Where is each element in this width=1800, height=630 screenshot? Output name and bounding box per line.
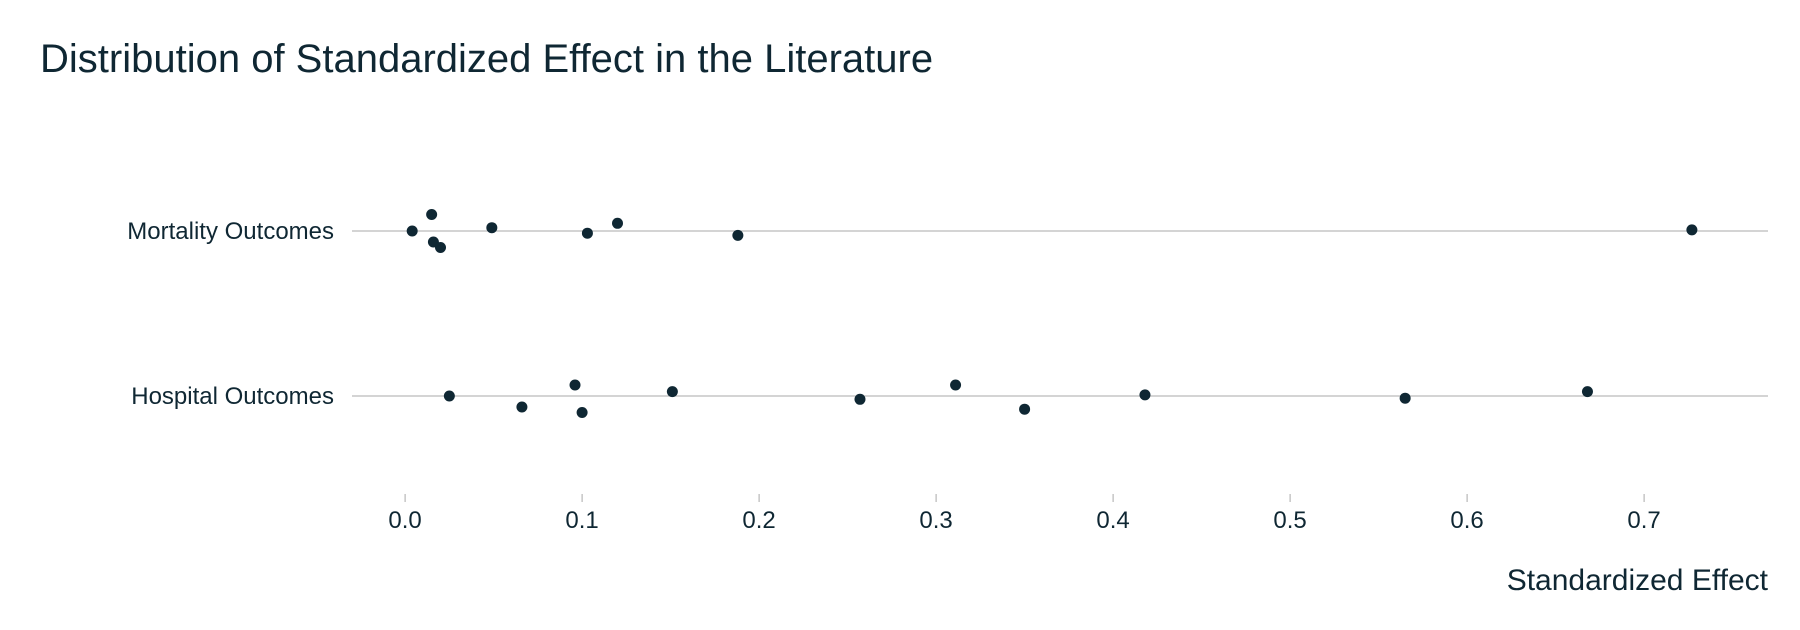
x-tick-label: 0.0 — [388, 507, 421, 534]
x-tick-label: 0.4 — [1096, 507, 1129, 534]
x-tick-label: 0.1 — [565, 507, 598, 534]
data-point — [732, 229, 744, 241]
x-axis-ticks: 0.0 0.1 0.2 0.3 0.4 0.5 0.6 0.7 — [388, 494, 1661, 534]
data-point — [576, 407, 588, 418]
x-axis-title: Standardized Effect — [1507, 564, 1769, 597]
data-point — [950, 379, 962, 391]
x-tick-label: 0.3 — [919, 507, 952, 534]
data-point — [666, 386, 678, 398]
x-tick-label: 0.6 — [1450, 507, 1483, 534]
data-point — [516, 401, 528, 413]
data-point — [426, 209, 438, 220]
data-point — [406, 225, 418, 237]
data-point — [486, 222, 498, 234]
data-point — [854, 393, 866, 405]
category-labels: Mortality Outcomes Hospital Outcomes — [127, 218, 334, 410]
data-point — [569, 379, 581, 391]
data-point — [435, 242, 446, 253]
chart-title: Distribution of Standardized Effect in t… — [40, 37, 933, 81]
data-point — [1686, 224, 1698, 236]
data-point — [1399, 392, 1411, 404]
category-reference-lines — [352, 230, 1768, 397]
category-label: Mortality Outcomes — [127, 218, 334, 245]
data-point — [1139, 389, 1151, 401]
x-tick-label: 0.7 — [1627, 507, 1660, 534]
x-tick-label: 0.2 — [742, 507, 775, 534]
category-label: Hospital Outcomes — [131, 383, 334, 410]
data-point — [1581, 386, 1593, 398]
data-point — [1019, 403, 1031, 415]
data-point — [612, 217, 623, 229]
data-points — [406, 209, 1698, 418]
data-point — [581, 227, 593, 239]
data-point — [443, 390, 455, 402]
x-tick-label: 0.5 — [1273, 507, 1306, 534]
